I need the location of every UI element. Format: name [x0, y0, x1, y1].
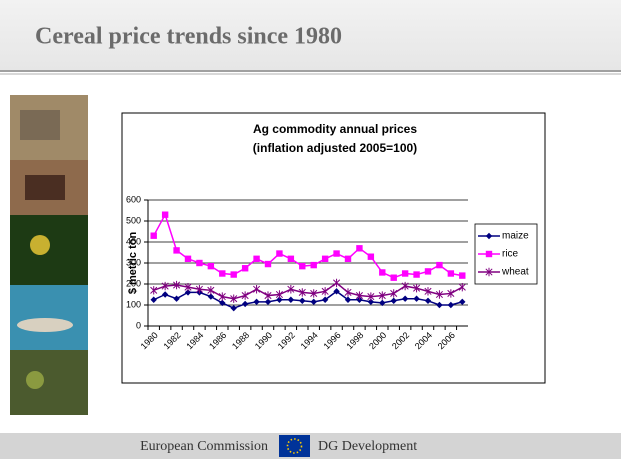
- data-point: [345, 256, 351, 262]
- y-tick-label: 200: [126, 278, 141, 288]
- y-tick-label: 600: [126, 194, 141, 204]
- data-point: [208, 263, 214, 269]
- data-point: [413, 271, 419, 277]
- slide-title: Cereal price trends since 1980: [35, 24, 342, 50]
- chart-subtitle: (inflation adjusted 2005=100): [253, 141, 417, 155]
- data-point: [333, 250, 339, 256]
- data-point: [448, 270, 454, 276]
- data-point: [253, 256, 259, 262]
- data-point: [368, 254, 374, 260]
- footer-right: DG Development: [318, 439, 417, 454]
- data-point: [162, 212, 168, 218]
- data-point: [391, 275, 397, 281]
- data-point: [322, 256, 328, 262]
- y-tick-label: 500: [126, 215, 141, 225]
- data-point: [219, 270, 225, 276]
- data-point: [402, 270, 408, 276]
- chart-title: Ag commodity annual prices: [253, 122, 417, 136]
- legend-label: rice: [502, 249, 519, 260]
- legend-label: wheat: [501, 267, 529, 278]
- data-point: [311, 262, 317, 268]
- eu-flag: [279, 435, 310, 457]
- footer-left: European Commission: [140, 439, 268, 454]
- data-point: [425, 268, 431, 274]
- data-point: [265, 261, 271, 267]
- data-point: [379, 269, 385, 275]
- y-tick-label: 0: [136, 320, 141, 330]
- y-tick-label: 100: [126, 299, 141, 309]
- data-point: [276, 250, 282, 256]
- photo-strip: [10, 95, 88, 415]
- y-tick-label: 300: [126, 257, 141, 267]
- footer-band: [0, 433, 621, 459]
- data-point: [151, 233, 157, 239]
- data-point: [196, 260, 202, 266]
- data-point: [459, 272, 465, 278]
- y-tick-label: 400: [126, 236, 141, 246]
- data-point: [299, 263, 305, 269]
- data-point: [173, 247, 179, 253]
- legend-label: maize: [502, 231, 529, 242]
- slide: Cereal price trends since 1980 Ag commod…: [0, 0, 621, 459]
- data-point: [356, 245, 362, 251]
- data-point: [288, 256, 294, 262]
- legend-marker: [486, 251, 492, 257]
- data-point: [242, 265, 248, 271]
- data-point: [185, 256, 191, 262]
- data-point: [231, 271, 237, 277]
- data-point: [436, 262, 442, 268]
